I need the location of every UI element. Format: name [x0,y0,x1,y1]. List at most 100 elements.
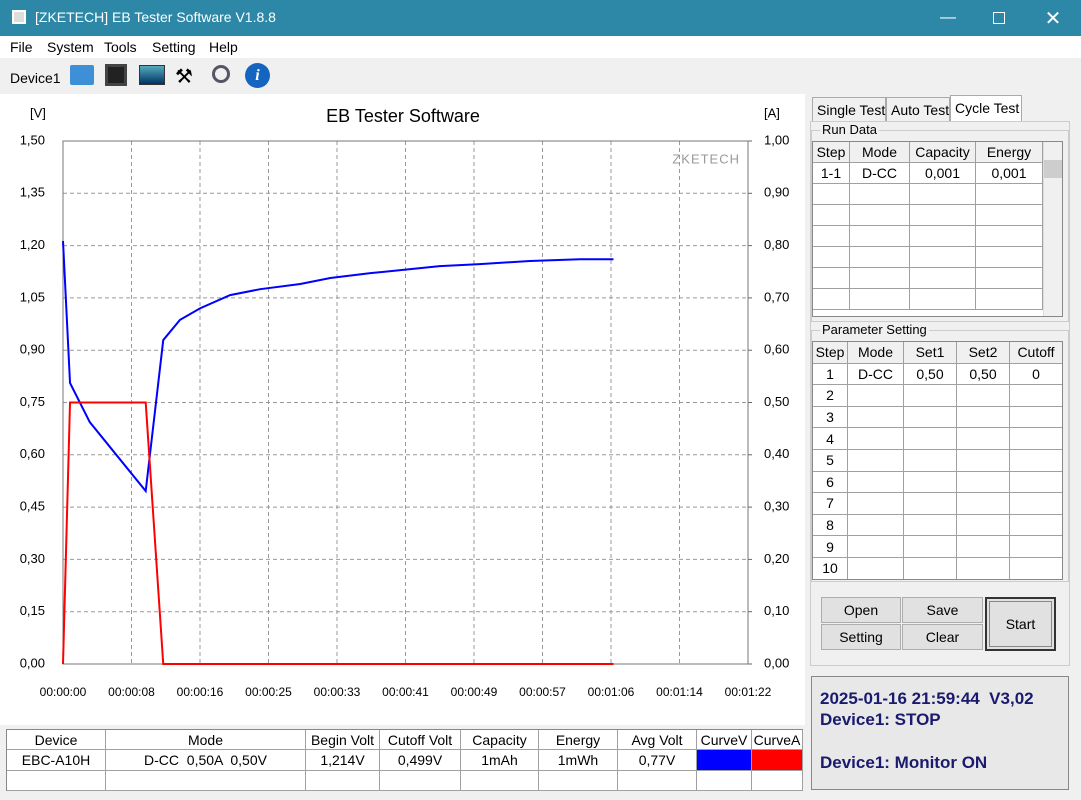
x-tick-label: 00:00:57 [519,685,566,699]
cell [957,536,1010,558]
menu-item[interactable]: Setting [152,39,196,55]
minimize[interactable]: — [940,9,956,26]
cell [1010,558,1062,579]
y-tick-label: 1,35 [20,185,45,200]
cell: D-CC [850,163,910,184]
cell [904,450,957,472]
cell [848,406,904,429]
chart-title: EB Tester Software [326,106,480,126]
curve-swatch [697,750,752,771]
cell [957,385,1010,407]
parameter-group [811,330,1069,582]
cell: 1-1 [813,163,850,184]
cell [904,558,957,579]
header-cell: Step [813,142,850,163]
cell [539,771,618,791]
cell [813,247,850,268]
cell [848,493,904,515]
results-table: Device EBC-A10H Mode D-CC 0,50A 0,50V Begin … [6,729,803,791]
tab[interactable]: Cycle Test [950,95,1022,122]
cell [976,205,1043,226]
cell: 1 [813,363,848,386]
y2-tick-label: 0,90 [764,185,789,200]
cell [850,184,910,205]
header-cell: Set1 [904,342,957,364]
save-icon[interactable] [105,64,127,86]
cell [813,205,850,226]
cell: 5 [813,450,848,472]
header-cell: CurveV [697,730,752,750]
cell [957,450,1010,472]
button[interactable]: Save [902,597,983,623]
cell [1010,472,1062,494]
button[interactable]: Open [821,597,901,623]
tab-panel [810,121,1070,666]
y-tick-label: 0,15 [20,603,45,618]
status-line: Device1: Monitor ON [820,753,988,772]
menu-item[interactable]: File [10,39,33,55]
x-tick-label: 00:00:49 [451,685,498,699]
y2-axis-label: [A] [764,105,780,120]
y-axis-label: [V] [30,105,46,120]
cell [910,247,976,268]
cell: 3 [813,406,848,429]
cell [850,226,910,247]
y2-tick-label: 0,80 [764,237,789,252]
cell: 0,001 [976,163,1043,184]
scrollbar[interactable] [1043,142,1062,316]
cell [1010,493,1062,515]
header-cell: Cutoff Volt [380,730,461,750]
cell: 1mAh [461,750,539,771]
info-icon[interactable]: i [245,63,270,88]
cell: 0,001 [910,163,976,184]
y-tick-label: 1,20 [20,237,45,252]
cell [910,205,976,226]
cell [1010,515,1062,537]
cell [904,536,957,558]
tab[interactable]: Auto Test [886,97,950,121]
y2-tick-label: 0,30 [764,499,789,514]
chart-icon[interactable] [139,65,165,85]
group-title: Run Data [820,122,879,137]
series-line [62,241,614,494]
maximize[interactable] [976,0,1022,36]
y2-tick-label: 0,10 [764,603,789,618]
y-tick-label: 0,30 [20,551,45,566]
status-panel: 2025-01-16 21:59:44 V3,02 Device1: STOP De… [811,676,1069,790]
menu-item[interactable]: Tools [104,39,137,55]
tab[interactable]: Single Test [812,97,886,121]
search-icon[interactable] [212,65,230,83]
cell [752,771,803,791]
series-line [62,401,614,665]
close[interactable]: ✕ [1044,7,1062,30]
cell [904,471,957,494]
button[interactable]: Start [985,597,1056,651]
cell: 6 [813,471,848,494]
status-line: Device1: STOP [820,710,941,729]
header-cell: Capacity [910,142,976,163]
cell [976,268,1043,289]
cell [904,406,957,429]
tab-strip: Single Test Auto Test Cycle Test [812,95,1072,122]
cell [957,406,1010,429]
button[interactable]: Clear [902,624,983,650]
cell [1010,450,1062,472]
menu-item[interactable]: System [47,39,94,55]
cell: 0,50 [957,363,1010,386]
header-cell: Energy [539,730,618,750]
cell [848,450,904,472]
open-icon[interactable] [70,65,94,85]
menu-item[interactable]: Help [209,39,238,55]
run-data-group [811,130,1069,322]
cell [904,493,957,515]
header-cell: Mode [850,142,910,163]
button[interactable]: Setting [821,624,901,650]
y-tick-label: 0,00 [20,655,45,670]
chart: EB Tester Software [V] [A] ZKETECH 0,00 0… [0,94,805,725]
device-tab[interactable]: Device1 [10,70,61,86]
header-cell: Device [7,730,106,750]
group-title: Parameter Setting [820,322,929,337]
tools-icon[interactable]: ⚒ [175,66,193,88]
cell [461,771,539,791]
x-tick-label: 00:00:33 [314,685,361,699]
